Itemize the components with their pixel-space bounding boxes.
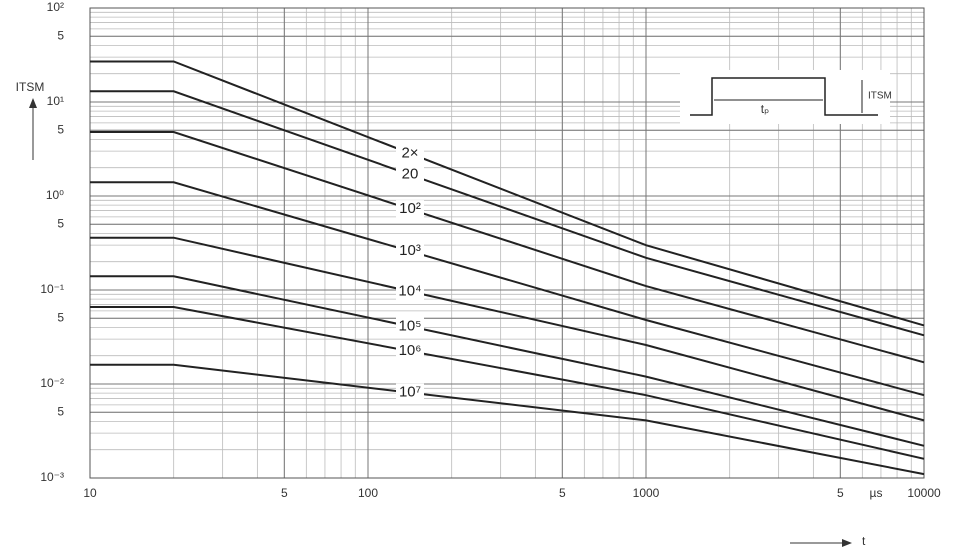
y-axis-label: ITSM	[16, 80, 45, 94]
y-tick-label: 10⁻²	[40, 376, 64, 390]
series-label: 10²	[399, 200, 421, 217]
y-tick-label: 5	[57, 122, 64, 136]
inset-label: ITSM	[868, 91, 892, 102]
series-label-bg	[396, 165, 424, 184]
x-tick-label: 5	[837, 486, 844, 500]
y-tick-label: 5	[57, 216, 64, 230]
pulse-shape	[690, 77, 878, 116]
x-tick-label: 10	[83, 486, 97, 500]
x-tick-label: 100	[358, 486, 378, 500]
series-label-bg	[396, 383, 424, 402]
series-label-bg	[396, 342, 424, 361]
y-tick-label: 5	[57, 404, 64, 418]
x-tick-label: 5	[559, 486, 566, 500]
inset-label: tₚ	[761, 102, 769, 116]
series-label: 10⁷	[399, 384, 421, 401]
y-tick-label: 10⁻³	[40, 470, 64, 484]
x-tick-label: 1000	[633, 486, 660, 500]
y-tick-label: 10⁰	[46, 188, 64, 202]
y-tick-label: 10¹	[47, 94, 64, 108]
y-tick-label: 10⁻¹	[40, 282, 64, 296]
y-axis-arrowhead	[29, 98, 37, 108]
plot-frame	[89, 7, 925, 479]
y-tick-label: 5	[57, 310, 64, 324]
series-label: 10⁵	[399, 317, 422, 334]
y-tick-label: 10²	[47, 0, 64, 14]
series-label: 2×	[401, 144, 418, 161]
series-label-bg	[396, 317, 424, 336]
series-label: 20	[402, 166, 419, 183]
series-label-bg	[396, 242, 424, 261]
series-label: 10⁶	[399, 342, 422, 359]
inset: tₚ ITSM	[680, 70, 892, 124]
x-unit: µs	[870, 486, 883, 500]
series-label: 10³	[399, 242, 421, 259]
series-label-bg	[396, 200, 424, 219]
x-axis-arrowhead	[842, 539, 852, 547]
x-tick-label: 10000	[907, 486, 941, 500]
x-tick-label: 5	[281, 486, 288, 500]
series-label: 10⁴	[398, 282, 421, 299]
series-label-bg	[396, 282, 424, 301]
y-tick-label: 5	[57, 28, 64, 42]
x-axis-label: t	[862, 534, 866, 548]
series-label-bg	[396, 144, 424, 163]
